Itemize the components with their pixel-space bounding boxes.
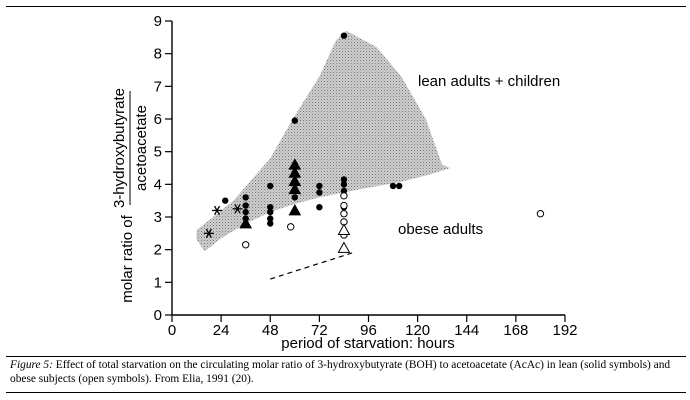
figure-caption: Figure 5: Effect of total starvation on … [10,358,682,386]
caption-prefix: Figure 5: [10,359,53,371]
lean-triangle-point [288,203,302,216]
y-axis-label: molar ratio of 3-hydroxybutyrate acetoac… [111,88,150,303]
y-tick-label: 7 [154,78,162,95]
lean-circle-point [340,32,348,39]
y-axis-label-denominator: acetoacetate [133,105,150,191]
lean-region-layer [196,30,451,252]
lean-triangle-point [239,217,253,229]
dashed-line [270,252,353,280]
obese-circle-point [287,223,295,231]
y-axis-label-numerator: 3-hydroxybutyrate [111,88,128,208]
axes-layer: 0 1 2 3 4 5 6 7 8 9 0 24 48 72 96 120 144 168 192 [154,13,578,339]
top-rule [6,6,686,7]
y-tick-label: 2 [154,242,162,259]
y-tick-label: 4 [154,176,162,193]
obese-triangle-point [337,223,351,235]
y-tick-label: 8 [154,46,162,63]
x-tick-label: 72 [311,322,328,339]
caption-rule [6,356,686,357]
x-tick-label: 120 [405,322,430,339]
obese-circle-point [340,210,348,218]
y-tick-label: 6 [154,111,162,128]
y-axis-label-prefix: molar ratio of [119,214,136,302]
lean-triangle-point [288,182,302,195]
x-tick-label: 48 [262,322,279,339]
x-tick-label: 192 [552,322,577,339]
asterisk-point [232,204,243,214]
lean-circle-point [291,117,299,124]
lean-circle-point [389,182,397,190]
marks-layer [203,32,545,280]
x-axis-label: period of starvation: hours [281,335,454,352]
x-tick-label: 144 [454,322,479,339]
lean-circle-point [267,182,274,190]
annotation-obese: obese adults [398,221,483,238]
lean-circle-point [291,194,299,201]
x-tick-label: 96 [360,322,377,339]
lean-circle-point [242,202,249,209]
obese-circle-point [536,210,545,218]
asterisk-stroke [205,228,212,238]
obese-circle-point [340,192,348,200]
lean-region [196,30,451,252]
lean-circle-point [267,220,274,227]
asterisk-stroke [234,204,241,214]
y-tick-label: 0 [154,307,162,324]
lean-circle-point [396,182,403,190]
asterisk-point [203,228,214,238]
lean-circle-point [267,204,274,211]
lean-circle-point [316,182,323,190]
y-tick-label: 5 [154,144,162,161]
lean-circle-point [222,197,229,204]
lean-circle-point [267,208,274,216]
lean-circle-point [242,194,249,201]
lean-circle-point [242,208,249,216]
y-tick-label: 1 [154,274,162,291]
x-tick-label: 168 [503,322,528,339]
obese-triangle-point [337,241,351,253]
x-tick-label: 0 [168,322,176,339]
lean-circle-point [267,215,274,222]
labels-layer: lean adults + children obese adults peri… [111,73,560,352]
y-tick-label: 3 [154,209,162,226]
obese-circle-point [241,241,250,249]
lean-circle-point [316,189,323,196]
lean-circle-point [340,176,348,183]
asterisk-stroke [213,205,221,216]
x-tick-label: 24 [213,322,230,339]
annotation-lean: lean adults + children [418,73,560,90]
bottom-rule [6,392,686,393]
lean-circle-point [340,181,348,188]
starvation-ratio-chart: 0 1 2 3 4 5 6 7 8 9 0 24 48 72 96 120 144 168 192 lean adu… [111,13,578,352]
y-tick-label: 9 [154,13,162,30]
asterisk-point [212,205,223,216]
obese-circle-point [340,201,348,210]
caption-text: Effect of total starvation on the circul… [10,359,671,385]
lean-circle-point [316,204,323,211]
